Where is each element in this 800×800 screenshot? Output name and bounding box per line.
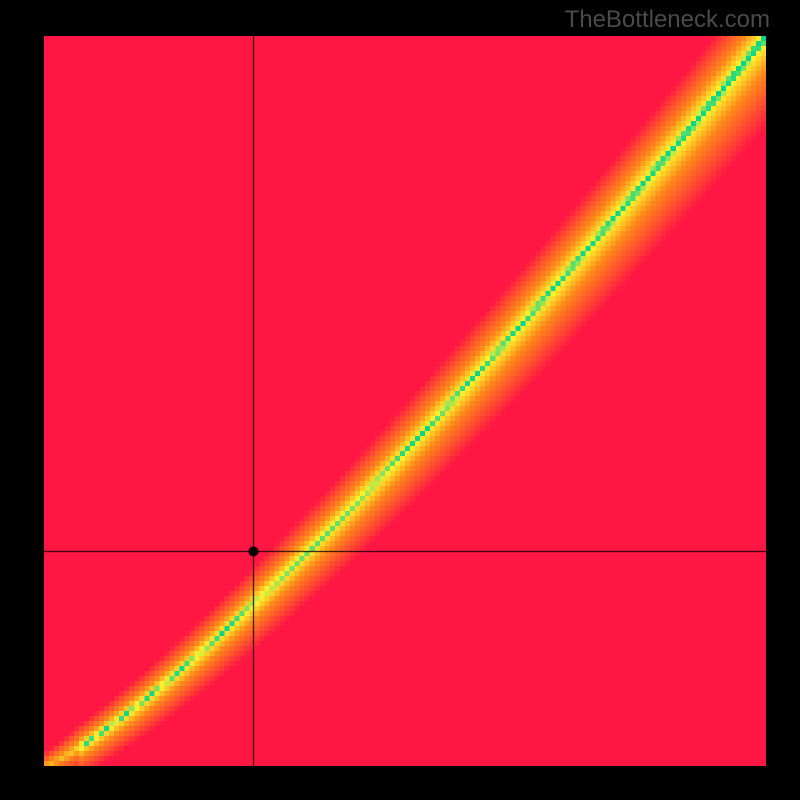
crosshair-overlay [44, 36, 766, 766]
watermark-text: TheBottleneck.com [565, 6, 770, 34]
chart-container: TheBottleneck.com [0, 0, 800, 800]
